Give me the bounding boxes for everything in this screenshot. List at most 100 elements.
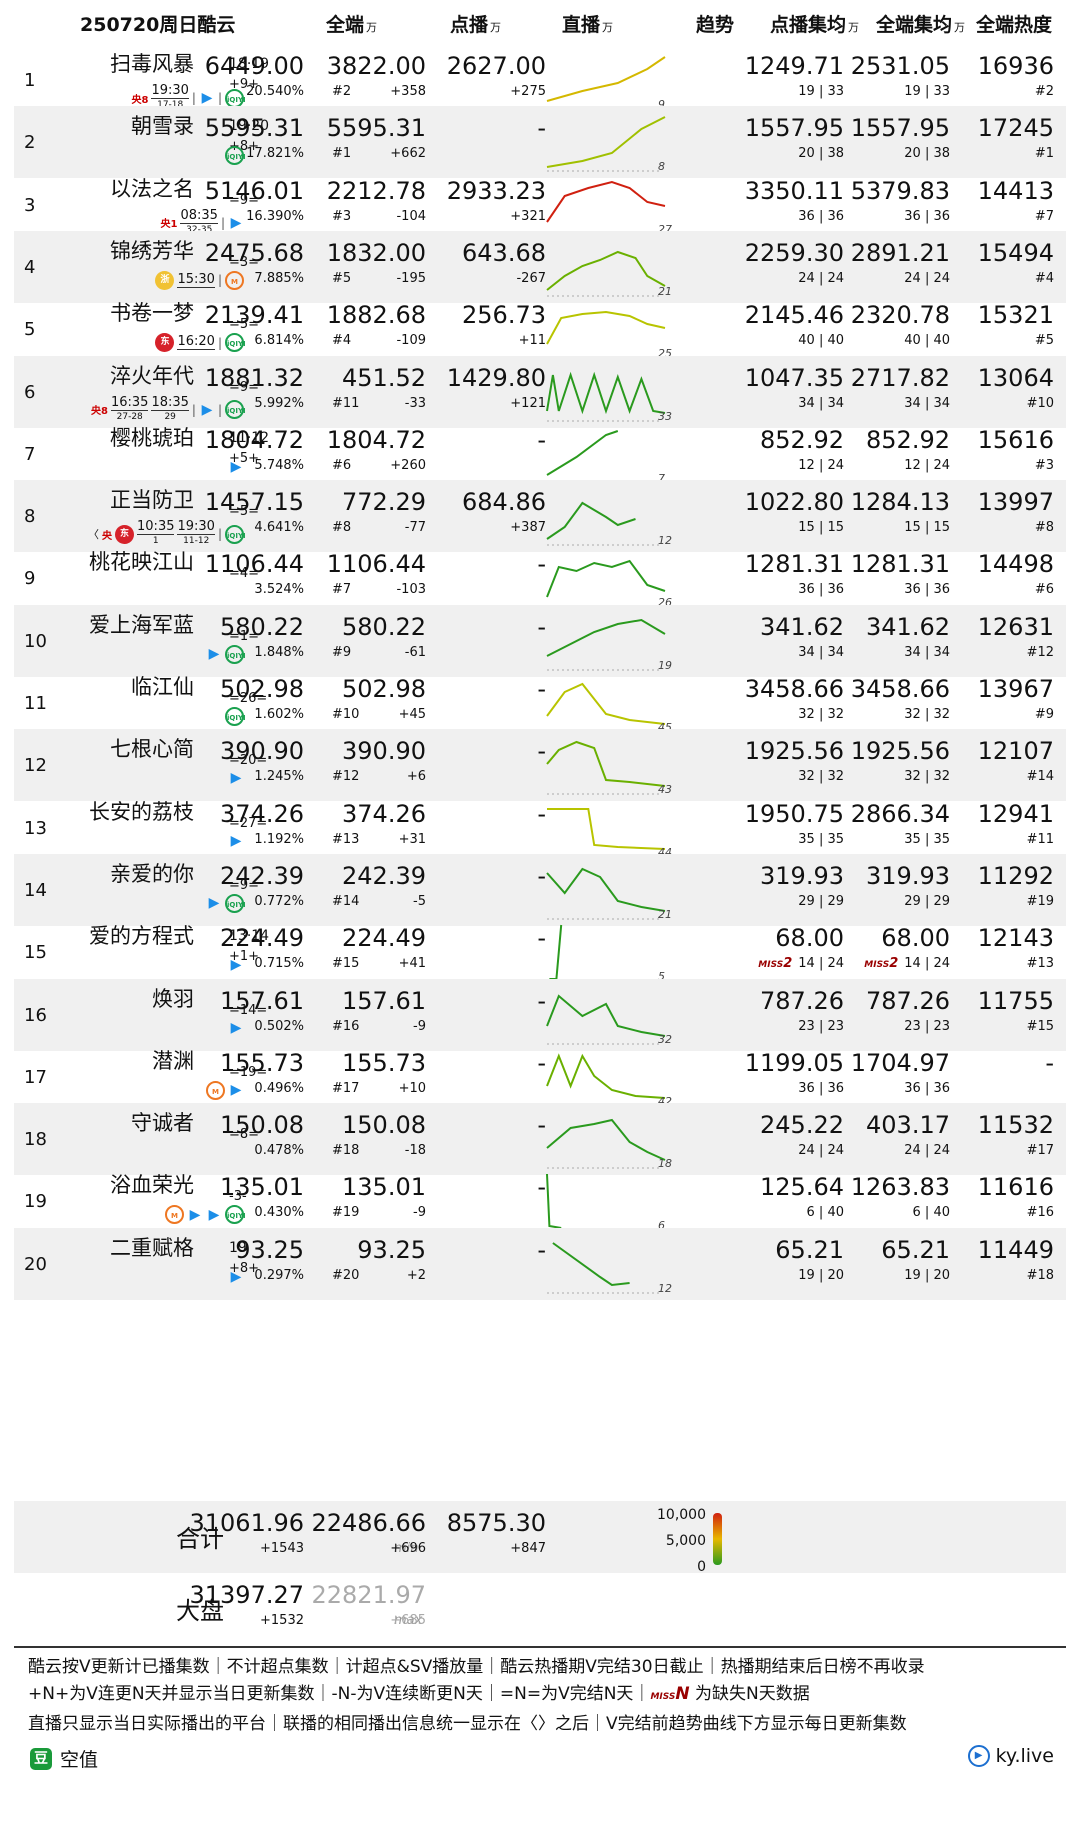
- color-scale-bar: [713, 1513, 722, 1565]
- all-views: 5146.01: [204, 176, 304, 205]
- iqiyi-icon[interactable]: iQIYI: [225, 644, 246, 664]
- episodes: 11·12: [229, 429, 270, 446]
- vod-episodes: 20 | 38: [798, 146, 844, 161]
- air-episodes: 32-35: [180, 222, 218, 237]
- show-name[interactable]: 锦绣芳华: [110, 238, 194, 263]
- table-row[interactable]: 15 爱的方程式 13·14 +1+ ▶ 224.49 224.49 - 68.00 68.00 1…: [14, 916, 1066, 988]
- table-row[interactable]: 1 扫毒风暴 18·19 +9+ 央8 19:30 17-18 | ▶ | iQIYI 6449.00…: [14, 44, 1066, 116]
- show-name[interactable]: 书卷一梦: [110, 301, 194, 326]
- youku-icon[interactable]: ▶: [230, 1268, 242, 1285]
- all-views: 135.01: [220, 1173, 304, 1202]
- vod-avg: 1022.80: [744, 488, 844, 517]
- youku-icon[interactable]: ▶: [230, 1019, 242, 1036]
- table-row[interactable]: 4 锦绣芳华 =3= 浙 15:30 | M 2475.68 1832.00 643.68 2259…: [14, 230, 1066, 303]
- vod-views: 1832.00: [326, 238, 426, 267]
- iqiyi-icon[interactable]: iQIYI: [225, 1205, 246, 1225]
- show-name[interactable]: 朝雪录: [131, 114, 194, 139]
- mango-icon[interactable]: M: [225, 270, 244, 290]
- tv-station-icon: 浙: [155, 270, 175, 290]
- trend-line: [546, 56, 666, 102]
- table-row[interactable]: 5 书卷一梦 =5= 东 16:20 | iQIYI 2139.41 1882.68 256.73…: [14, 293, 1066, 365]
- show-name[interactable]: 潜渊: [152, 1048, 194, 1073]
- table-row[interactable]: 11 临江仙 =26= iQIYI 502.98 502.98 - 3458.66 3458.6…: [14, 667, 1066, 739]
- show-name[interactable]: 七根心简: [110, 737, 194, 762]
- table-row[interactable]: 6 淬火年代 =9= 央8 16:35 27-28 18:35 29 | ▶ | iQIYI 1881.…: [14, 355, 1066, 428]
- table-row[interactable]: 9 桃花映江山 =4= 1106.44 1106.44-1281.31 1281.31 14…: [14, 542, 1066, 614]
- table-row[interactable]: 16 焕羽 =14= ▶ 157.61 157.61 - 787.26 787.26 11755 0…: [14, 978, 1066, 1051]
- share: 6.814%: [254, 333, 304, 349]
- table-row[interactable]: 2 朝雪录 19·20 +8+ iQIYI 5595.31 5595.31-1557.95 1…: [14, 106, 1066, 179]
- iqiyi-icon[interactable]: iQIYI: [225, 707, 246, 726]
- youku-icon[interactable]: ▶: [201, 90, 213, 106]
- youku-icon[interactable]: ▶: [189, 1206, 201, 1223]
- youku-icon[interactable]: ▶: [208, 895, 220, 912]
- trend-line: [546, 180, 666, 223]
- iqiyi-icon[interactable]: iQIYI: [225, 524, 246, 544]
- show-name[interactable]: 浴血荣光: [110, 1173, 194, 1198]
- show-name[interactable]: 临江仙: [131, 675, 194, 699]
- show-name[interactable]: 守诚者: [131, 1111, 194, 1136]
- table-row[interactable]: 19 浴血荣光 -3- M ▶ ▶ iQIYI 135.01 135.01 - 125.64 1263…: [14, 1165, 1066, 1237]
- iqiyi-icon[interactable]: iQIYI: [225, 146, 246, 166]
- separator: |: [191, 402, 196, 417]
- youku-icon[interactable]: ▶: [230, 1082, 242, 1099]
- update-status: =8=: [229, 1127, 260, 1143]
- all-episodes: 24 | 24: [904, 1143, 950, 1158]
- youku-icon[interactable]: ▶: [208, 646, 220, 663]
- show-name[interactable]: 桃花映江山: [89, 550, 194, 575]
- show-name[interactable]: 扫毒风暴: [110, 52, 194, 76]
- separator: |: [217, 335, 222, 350]
- live-views: 2627.00: [446, 52, 546, 80]
- show-name[interactable]: 焕羽: [152, 986, 194, 1011]
- youku-icon[interactable]: ▶: [230, 957, 242, 974]
- show-name[interactable]: 正当防卫: [110, 488, 194, 513]
- youku-icon[interactable]: ▶: [230, 832, 242, 849]
- iqiyi-icon[interactable]: iQIYI: [225, 333, 246, 353]
- show-name[interactable]: 以法之名: [110, 176, 194, 201]
- youku-icon[interactable]: ▶: [230, 458, 242, 475]
- table-row[interactable]: 8 正当防卫 =5= 〈央东 10:35 1 19:30 11-12 | iQIYI 1457.15…: [14, 480, 1066, 553]
- table-row[interactable]: 20 二重赋格 19 +8+ ▶ 93.25 93.25 - 65.21 65.21 11449 0.…: [14, 1227, 1066, 1300]
- table-row[interactable]: 7 樱桃琥珀 11·12 +5+ ▶ 1804.72 1804.72 - 852.92 852.9…: [14, 418, 1066, 490]
- youku-icon[interactable]: ▶: [201, 401, 213, 418]
- all-episodes-value: 35 | 35: [904, 831, 950, 847]
- show-name[interactable]: 爱的方程式: [89, 924, 194, 949]
- table-row[interactable]: 14 亲爱的你 =9= ▶ iQIYI 242.39 242.39 - 319.93 319.93…: [14, 853, 1066, 926]
- trend-line: [546, 371, 666, 414]
- table-row[interactable]: 18 守诚者 =8= 150.08 150.08-245.22 403.17 11532 0.…: [14, 1103, 1066, 1176]
- platform-list: ▶: [228, 769, 244, 787]
- youku-icon[interactable]: ▶: [230, 214, 242, 231]
- youku-icon[interactable]: ▶: [208, 1206, 220, 1223]
- show-name[interactable]: 樱桃琥珀: [110, 425, 194, 450]
- trend-days: 18: [658, 1157, 672, 1171]
- live-views: -: [537, 924, 546, 953]
- iqiyi-icon[interactable]: iQIYI: [225, 893, 246, 913]
- mango-icon[interactable]: M: [165, 1205, 184, 1225]
- youku-icon[interactable]: ▶: [230, 770, 242, 787]
- rank: 19: [24, 1191, 47, 1213]
- table-row[interactable]: 10 爱上海军蓝 =1= ▶ iQIYI 580.22 580.22 - 341.62 341.6…: [14, 604, 1066, 677]
- table-row[interactable]: 13 长安的荔枝 =27= ▶ 374.26 374.26 - 1950.75 2866.34 1…: [14, 792, 1066, 864]
- site-name[interactable]: ky.live: [995, 1745, 1054, 1767]
- all-episodes: 19 | 20: [904, 1268, 950, 1283]
- show-name[interactable]: 长安的荔枝: [89, 799, 194, 824]
- rank: 13: [24, 817, 47, 839]
- vod-episodes-value: 24 | 24: [798, 270, 844, 286]
- table-row[interactable]: 12 七根心简 =20= ▶ 390.90 390.90 - 1925.56 1925.56 12…: [14, 729, 1066, 802]
- show-name[interactable]: 二重赋格: [110, 1235, 194, 1260]
- air-time: 16:35 27-28: [110, 396, 149, 424]
- channel-label: 央8: [91, 406, 108, 417]
- show-name[interactable]: 淬火年代: [110, 363, 194, 388]
- vod-diff: +10: [398, 1080, 426, 1096]
- all-views: 2475.68: [204, 238, 304, 267]
- show-name[interactable]: 亲爱的你: [110, 861, 194, 886]
- vod-views: 390.90: [342, 737, 426, 766]
- mango-icon[interactable]: M: [206, 1080, 225, 1100]
- iqiyi-icon[interactable]: iQIYI: [225, 88, 246, 108]
- table-row[interactable]: 3 以法之名 =9= 央1 08:35 32-35 | ▶ 5146.01 2212.78 2933…: [14, 169, 1066, 241]
- update-status: +9+: [229, 77, 260, 92]
- table-row[interactable]: 17 潜渊 =19= M ▶ 155.73 155.73-1199.05 1704.97-0.…: [14, 1041, 1066, 1113]
- vod-avg: 1047.35: [744, 363, 844, 392]
- show-name[interactable]: 爱上海军蓝: [89, 612, 194, 637]
- iqiyi-icon[interactable]: iQIYI: [225, 400, 246, 419]
